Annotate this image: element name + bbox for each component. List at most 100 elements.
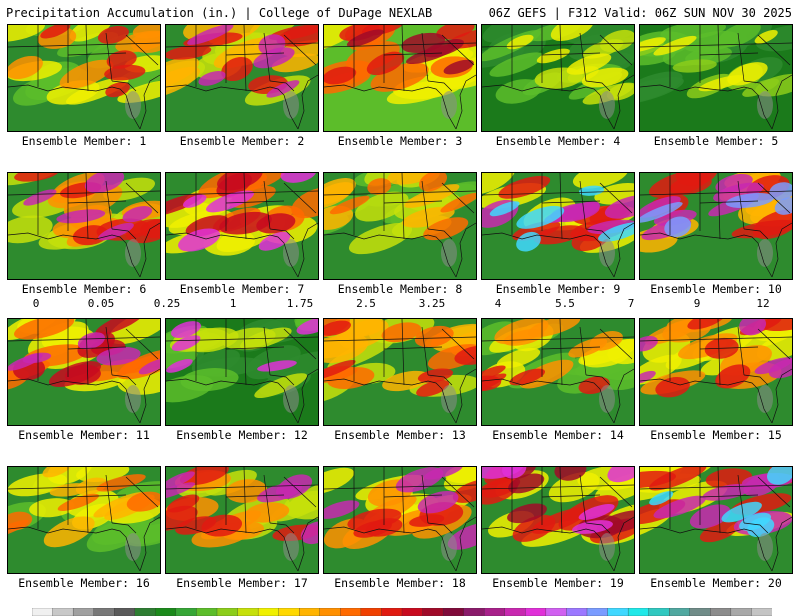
precip-map xyxy=(640,467,792,573)
colorbar xyxy=(0,298,800,616)
border-line xyxy=(263,326,271,376)
colorbar-tick-label: 12 xyxy=(756,297,770,310)
precip-contour xyxy=(482,478,519,505)
precip-contour xyxy=(8,55,43,80)
border-line xyxy=(640,378,773,424)
precip-map xyxy=(482,319,634,425)
precip-contour xyxy=(171,321,201,339)
precip-contour xyxy=(29,498,75,518)
precip-contour xyxy=(366,51,405,76)
precip-contour xyxy=(648,173,711,198)
colorbar-tick-label: 2.5 xyxy=(356,297,376,310)
precip-contour xyxy=(178,228,221,252)
colorbar-swatch xyxy=(463,608,485,616)
precip-low-patch xyxy=(599,533,615,561)
border-line xyxy=(640,42,792,48)
colorbar-swatch xyxy=(52,608,74,616)
precip-contour xyxy=(443,467,476,492)
border-line xyxy=(297,516,318,572)
precip-contour xyxy=(653,35,697,56)
border-line xyxy=(482,484,634,490)
precip-low-patch xyxy=(441,533,457,561)
precip-contour xyxy=(346,29,384,47)
ensemble-panel xyxy=(165,24,319,132)
precip-contour xyxy=(447,523,476,550)
ensemble-panel xyxy=(165,318,319,426)
border-line xyxy=(579,180,587,230)
border-line xyxy=(8,42,160,48)
precip-low-patch xyxy=(441,91,457,119)
border-line xyxy=(482,336,634,342)
ensemble-member-label: Ensemble Member: 18 xyxy=(334,576,466,590)
precip-contour xyxy=(767,467,792,485)
border-line xyxy=(297,222,318,278)
precip-contour xyxy=(130,31,160,53)
precip-contour xyxy=(42,467,73,478)
precip-map xyxy=(324,319,476,425)
ensemble-panel xyxy=(165,466,319,574)
precip-contour xyxy=(548,472,600,503)
precip-contour xyxy=(46,80,100,105)
border-line xyxy=(166,336,318,342)
precip-contour xyxy=(672,59,717,73)
colorbar-swatch xyxy=(607,608,629,616)
ensemble-panel xyxy=(323,318,477,426)
border-line xyxy=(401,467,405,534)
precip-contour xyxy=(183,194,207,208)
colorbar-swatch xyxy=(72,608,95,616)
precip-contour xyxy=(300,521,318,545)
precip-map xyxy=(324,467,476,573)
colorbar-tick-label: 0.05 xyxy=(87,297,115,310)
border-line xyxy=(383,494,443,498)
precip-map xyxy=(166,173,318,279)
precip-contour xyxy=(482,365,506,382)
state-borders xyxy=(8,173,160,278)
precip-contour xyxy=(180,368,239,392)
state-borders xyxy=(324,173,476,278)
border-line xyxy=(541,200,601,204)
border-line xyxy=(757,476,791,508)
border-line xyxy=(283,34,317,66)
border-line xyxy=(383,346,443,350)
border-line xyxy=(283,476,317,508)
precip-contour xyxy=(494,319,549,345)
colorbar-swatch xyxy=(319,608,341,616)
ensemble-member-label: Ensemble Member: 4 xyxy=(495,134,621,148)
precip-contour xyxy=(502,467,527,479)
ensemble-panel xyxy=(323,24,477,132)
precip-contour xyxy=(253,47,295,69)
precip-contour xyxy=(84,173,125,193)
precip-contour xyxy=(77,332,105,350)
border-line xyxy=(139,368,160,424)
colorbar-tick-label: 0 xyxy=(32,297,40,310)
precip-contour xyxy=(550,25,594,42)
border-line xyxy=(613,516,634,572)
precip-contour xyxy=(97,25,129,44)
precip-contour xyxy=(198,71,226,86)
border-line xyxy=(263,32,271,82)
border-line xyxy=(441,34,475,66)
border-line xyxy=(225,494,285,498)
precip-contour xyxy=(572,520,613,534)
precip-contour xyxy=(687,319,726,330)
precip-contour xyxy=(516,231,541,252)
border-line xyxy=(441,182,475,214)
colorbar-swatch xyxy=(710,608,732,616)
precip-contour xyxy=(257,360,297,372)
colorbar-swatch xyxy=(401,608,424,616)
state-borders xyxy=(166,25,318,130)
border-line xyxy=(105,474,113,524)
precip-contour xyxy=(649,491,674,506)
border-line xyxy=(269,522,295,534)
border-line xyxy=(111,80,137,92)
precip-contour xyxy=(166,482,196,500)
border-line xyxy=(699,200,759,204)
ensemble-member-label: Ensemble Member: 3 xyxy=(337,134,463,148)
precip-contour xyxy=(774,197,792,215)
border-line xyxy=(401,319,405,386)
precip-contour xyxy=(187,25,234,45)
border-line xyxy=(613,368,634,424)
border-line xyxy=(699,346,759,350)
precip-contour xyxy=(640,470,677,489)
border-line xyxy=(324,84,457,130)
